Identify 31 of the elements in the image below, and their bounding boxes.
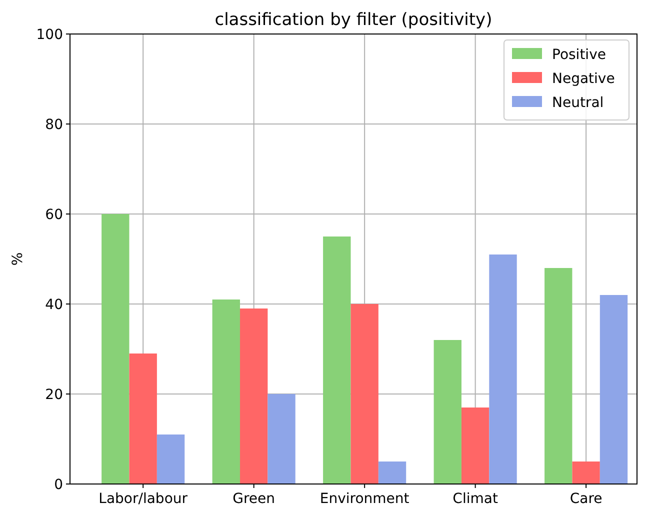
bar bbox=[350, 304, 378, 484]
x-tick-label: Environment bbox=[320, 491, 410, 507]
y-tick-label: 20 bbox=[45, 386, 63, 403]
bar bbox=[268, 394, 296, 484]
x-tick-label: Climat bbox=[452, 491, 498, 507]
bar bbox=[600, 295, 628, 484]
bar bbox=[129, 354, 157, 484]
bar bbox=[378, 462, 406, 484]
bar bbox=[544, 268, 572, 484]
legend-label: Negative bbox=[552, 70, 615, 87]
bar bbox=[572, 462, 600, 484]
bar bbox=[240, 308, 268, 484]
bar bbox=[323, 236, 351, 484]
bar bbox=[212, 300, 240, 484]
y-tick-label: 100 bbox=[36, 26, 63, 43]
y-tick-label: 0 bbox=[54, 476, 63, 493]
y-tick-label: 60 bbox=[45, 206, 63, 223]
bar bbox=[156, 434, 185, 484]
x-tick-label: Green bbox=[232, 491, 276, 507]
bar bbox=[434, 340, 462, 484]
bar bbox=[489, 254, 517, 484]
y-tick-label: 80 bbox=[45, 116, 63, 133]
legend-label: Neutral bbox=[552, 94, 604, 111]
x-tick-label: Labor/labour bbox=[98, 491, 188, 507]
bar bbox=[461, 408, 490, 484]
bar bbox=[102, 214, 130, 484]
legend-label: Positive bbox=[552, 46, 606, 63]
y-axis-title: % bbox=[10, 252, 26, 266]
chart-title: classification by filter (positivity) bbox=[214, 10, 492, 30]
x-tick-label: Care bbox=[570, 491, 602, 507]
y-tick-label: 40 bbox=[45, 296, 63, 313]
